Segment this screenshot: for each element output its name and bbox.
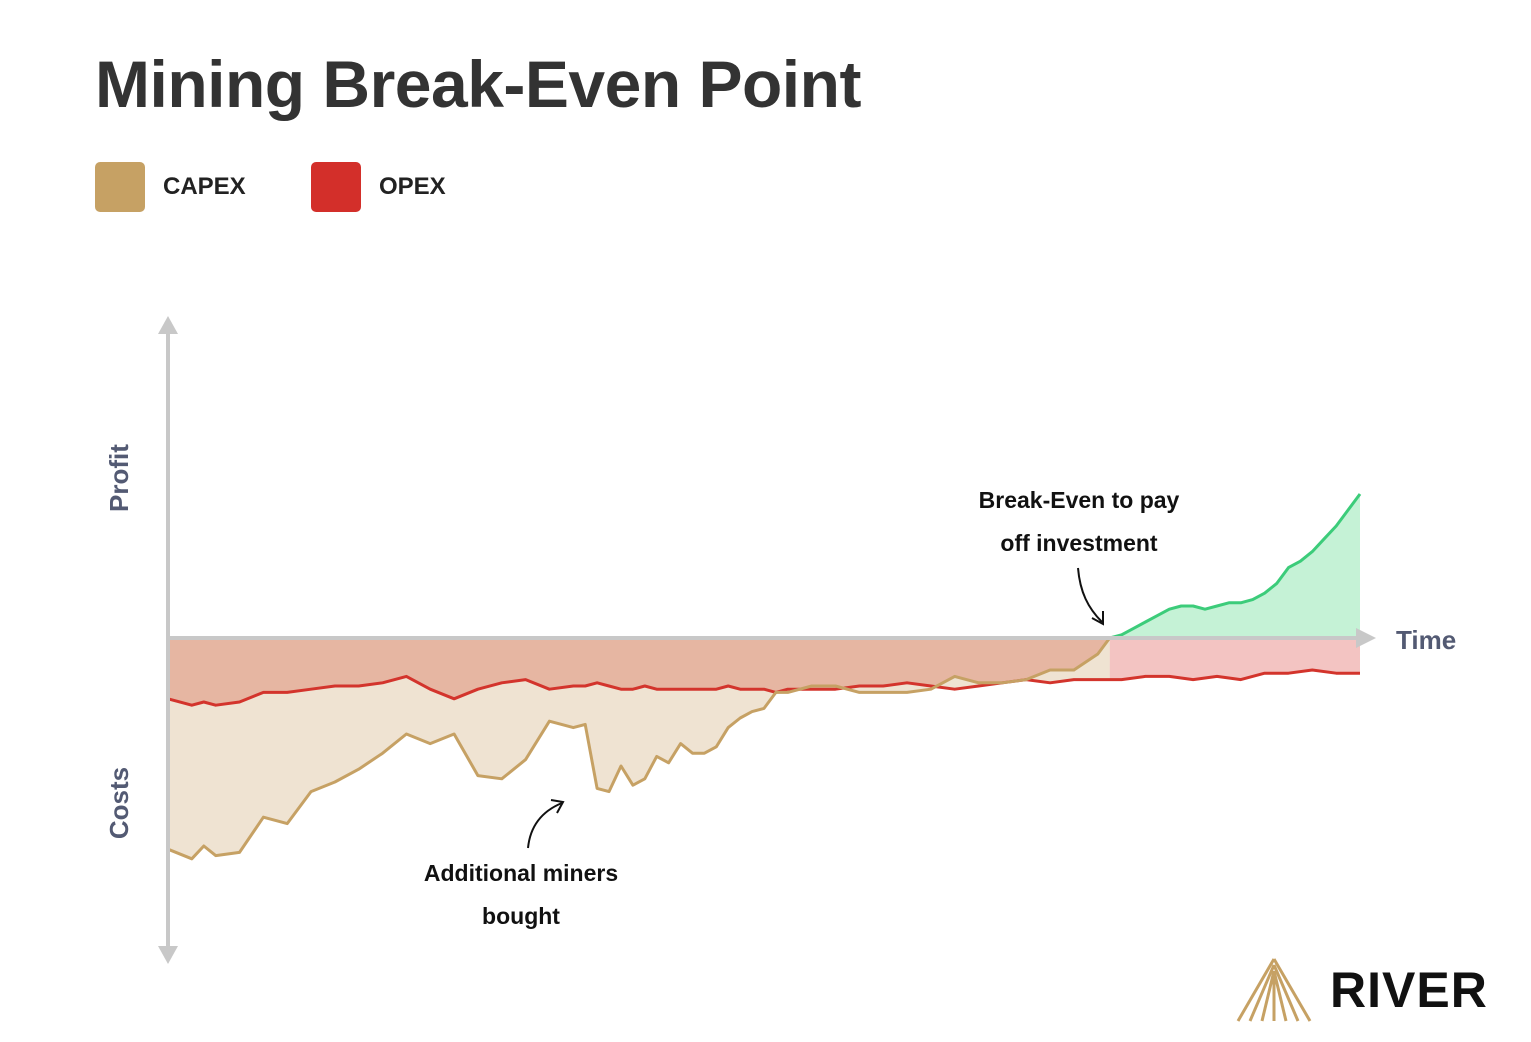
chart-title: Mining Break-Even Point: [95, 47, 861, 121]
y-axis-label-costs: Costs: [104, 767, 134, 839]
annotation-miners-arrowhead: [550, 799, 565, 814]
annotation-break-even: Break-Even to pay off investment: [979, 487, 1180, 626]
y-axis-up-arrow-icon: [158, 316, 178, 334]
legend-item-capex: CAPEX: [95, 162, 246, 212]
y-axis-down-arrow-icon: [158, 946, 178, 964]
ann1-line-1: Additional miners: [424, 860, 618, 886]
annotation-break-even-arrowhead: [1091, 611, 1104, 626]
capex-area: [168, 638, 1110, 859]
river-logo-icon: [1236, 958, 1312, 1022]
brand-wordmark: RIVER: [1330, 962, 1488, 1018]
chart-axes: [158, 316, 1376, 964]
ann1-line-2: bought: [482, 903, 560, 929]
annotation-miners-arrow: [527, 802, 563, 849]
legend-swatch-opex: [311, 162, 361, 212]
x-axis-label-time: Time: [1396, 625, 1456, 655]
annotation-miners-text: Additional miners bought: [424, 860, 618, 929]
ann0-line-2: off investment: [1000, 530, 1158, 556]
ann0-line-1: Break-Even to pay: [979, 487, 1180, 513]
annotation-miners: Additional miners bought: [424, 799, 618, 929]
annotation-break-even-arrow: [1077, 567, 1103, 623]
legend-label-opex: OPEX: [379, 173, 446, 200]
chart-lines: [167, 493, 1362, 861]
opex-area-before-break-even: [168, 638, 1110, 706]
y-axis-label-profit: Profit: [104, 444, 134, 512]
brand-logo: RIVER: [1236, 955, 1488, 1025]
opex-area-after-break-even: [1109, 638, 1360, 680]
capex-line: [167, 637, 1111, 861]
profit-line: [1109, 493, 1362, 640]
profit-area: [1109, 494, 1360, 638]
legend-item-opex: OPEX: [311, 162, 446, 212]
x-axis-arrow-icon: [1356, 628, 1376, 648]
chart-areas: [168, 494, 1360, 859]
opex-line: [167, 668, 1360, 707]
legend-label-capex: CAPEX: [163, 173, 246, 200]
legend-swatch-capex: [95, 162, 145, 212]
annotation-break-even-text: Break-Even to pay off investment: [979, 487, 1180, 556]
